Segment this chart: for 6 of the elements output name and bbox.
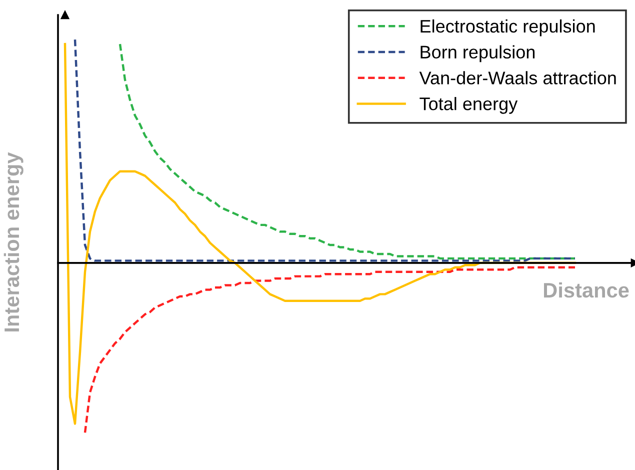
legend-label: Electrostatic repulsion [420,19,595,36]
y-axis-title: Interaction energy [4,152,24,332]
legend-label: Total energy [420,96,518,114]
legend-label: Born repulsion [420,45,535,62]
x-axis-title: Distance [544,282,629,298]
legend-label: Van-der-Waals attraction [419,71,616,84]
